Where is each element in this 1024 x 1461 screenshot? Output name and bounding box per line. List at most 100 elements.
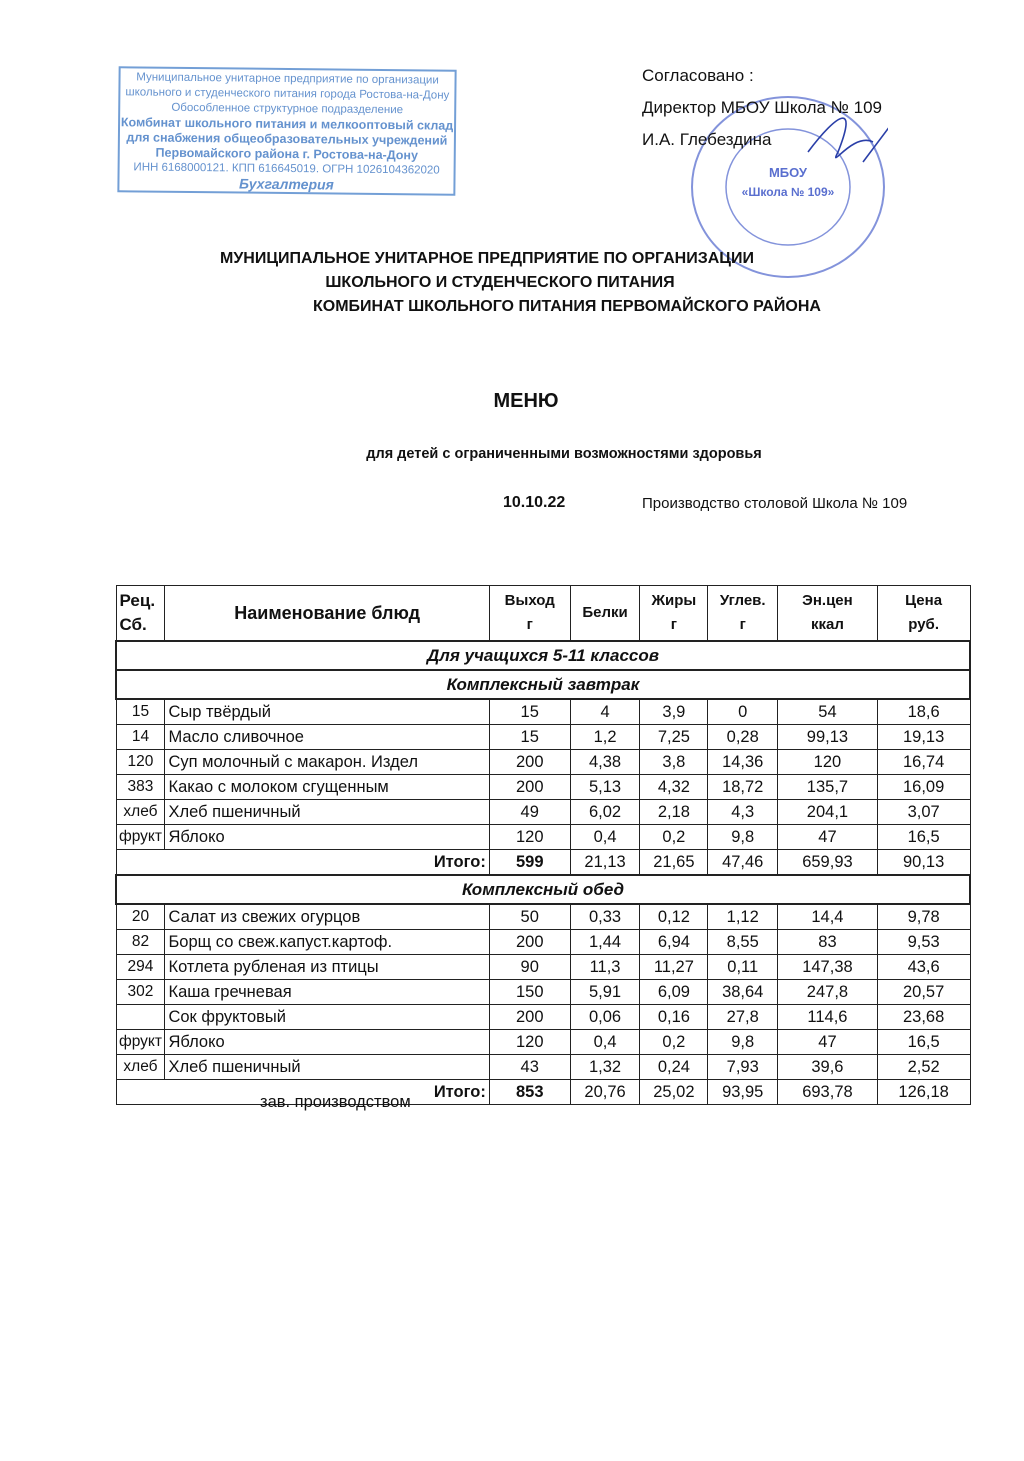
column-header-text: г: [739, 616, 746, 633]
menu-date: 10.10.22: [503, 494, 566, 511]
table-cell: 20: [115, 903, 166, 930]
approval-name: И.А. Глебездина: [642, 130, 772, 149]
table-cell: Хлеб пшеничный: [164, 799, 490, 825]
table-cell: 4,32: [639, 774, 709, 800]
total-cell: 93,95: [707, 1079, 779, 1105]
approval-block: Согласовано : Директор МБОУ Школа № 109 …: [642, 60, 882, 156]
table-cell: хлеб: [115, 799, 166, 825]
table-cell: 200: [488, 774, 571, 800]
table-cell: 247,8: [777, 979, 878, 1005]
total-cell: 25,02: [639, 1079, 709, 1105]
seal-text: «Школа № 109»: [742, 185, 835, 199]
table-row: фрукт Яблоко 120 0,4 0,2 9,8 47 16,5: [115, 824, 971, 850]
table-cell: 2,52: [876, 1054, 971, 1080]
table-cell: 50: [488, 903, 571, 930]
table-cell: 11,3: [569, 954, 641, 980]
column-header: Наименование блюд: [164, 585, 490, 642]
total-row: Итого: 599 21,13 21,65 47,46 659,93 90,13: [115, 849, 971, 876]
approval-label: Согласовано :: [642, 66, 754, 85]
table-cell: 147,38: [777, 954, 878, 980]
table-cell: 82: [115, 929, 166, 955]
table-cell: 16,5: [876, 1029, 971, 1055]
table-row: хлеб Хлеб пшеничный 49 6,02 2,18 4,3 204,1 3,07: [115, 799, 971, 825]
seal-text: МБОУ: [769, 165, 808, 180]
table-header-row: Рец. Сб. Наименование блюд Выход г Белки Жиры г…: [115, 585, 971, 642]
table-cell: 47: [777, 824, 878, 850]
table-cell: 14,36: [707, 749, 779, 775]
column-header-text: Эн.цен: [802, 592, 853, 609]
table-row: 294 Котлета рубленая из птицы 90 11,3 11,27 0…: [115, 954, 971, 980]
approval-position: Директор МБОУ Школа № 109: [642, 98, 882, 117]
table-cell: 18,6: [876, 698, 971, 725]
table-cell: 1,2: [569, 724, 641, 750]
table-cell: 1,44: [569, 929, 641, 955]
accounting-stamp: Муниципальное унитарное предприятие по о…: [117, 66, 457, 196]
table-cell: 7,93: [707, 1054, 779, 1080]
table-cell: 38,64: [707, 979, 779, 1005]
table-cell: фрукт: [115, 1029, 166, 1055]
column-header-text: г: [526, 616, 533, 633]
section-heading: Комплексный обед: [115, 874, 971, 905]
total-cell: 47,46: [707, 849, 779, 876]
table-cell: 15: [115, 698, 166, 725]
subtitle: для детей с ограниченными возможностями …: [366, 446, 762, 462]
table-cell: 114,6: [777, 1004, 878, 1030]
table-cell: 5,91: [569, 979, 641, 1005]
column-header-text: Углев.: [719, 592, 766, 609]
table-cell: 0,06: [569, 1004, 641, 1030]
column-header: Углев. г: [707, 585, 779, 642]
org-line-2: ШКОЛЬНОГО И СТУДЕНЧЕСКОГО ПИТАНИЯ: [325, 274, 675, 291]
total-row: Итого: 853 20,76 25,02 93,95 693,78 126,18: [115, 1079, 971, 1105]
column-header-text: г: [670, 616, 677, 633]
table-row: 383 Какао с молоком сгущенным 200 5,13 4,32 1…: [115, 774, 971, 800]
table-cell: 3,9: [639, 698, 709, 725]
table-cell: 7,25: [639, 724, 709, 750]
table-cell: 6,94: [639, 929, 709, 955]
section-heading-label: Комплексный завтрак: [115, 669, 971, 700]
table-row: 20 Салат из свежих огурцов 50 0,33 0,12 1,12 1…: [115, 903, 971, 930]
table-cell: 16,74: [876, 749, 971, 775]
table-cell: 15: [488, 698, 571, 725]
table-cell: 120: [488, 1029, 571, 1055]
round-seal: МБОУ «Школа № 109»: [691, 96, 888, 278]
table-row: 120 Суп молочный с макарон. Издел 200 4,38 3…: [115, 749, 971, 775]
table-row: фрукт Яблоко 120 0,4 0,2 9,8 47 16,5: [115, 1029, 971, 1055]
table-cell: 47: [777, 1029, 878, 1055]
table-cell: Яблоко: [164, 824, 490, 850]
table-cell: 5,13: [569, 774, 641, 800]
table-cell: 39,6: [777, 1054, 878, 1080]
table-cell: 204,1: [777, 799, 878, 825]
column-header-text: ккал: [811, 616, 844, 633]
table-cell: 14: [115, 724, 166, 750]
table-cell: 200: [488, 1004, 571, 1030]
table-cell: фрукт: [115, 824, 166, 850]
signature: [807, 117, 888, 163]
column-header: Жиры г: [639, 585, 709, 642]
table-cell: 2,18: [639, 799, 709, 825]
table-cell: Борщ со свеж.капуст.картоф.: [164, 929, 490, 955]
table-cell: 120: [115, 749, 166, 775]
total-cell: 853: [488, 1079, 571, 1105]
table-cell: 383: [115, 774, 166, 800]
table-cell: 0,4: [569, 1029, 641, 1055]
table-cell: 4: [569, 698, 641, 725]
table-cell: 9,53: [876, 929, 971, 955]
total-label: Итого:: [115, 849, 490, 876]
table-cell: 43: [488, 1054, 571, 1080]
table-cell: 15: [488, 724, 571, 750]
total-cell: 659,93: [777, 849, 878, 876]
table-cell: 54: [777, 698, 878, 725]
table-cell: 4,3: [707, 799, 779, 825]
table-cell: 90: [488, 954, 571, 980]
table-cell: 83: [777, 929, 878, 955]
table-cell: 9,8: [707, 1029, 779, 1055]
table-cell: Салат из свежих огурцов: [164, 903, 490, 930]
table-cell: Масло сливочное: [164, 724, 490, 750]
table-cell: Сыр твёрдый: [164, 698, 490, 725]
production-site: Производство столовой Школа № 109: [642, 495, 908, 512]
table-cell: 200: [488, 929, 571, 955]
table-cell: Котлета рубленая из птицы: [164, 954, 490, 980]
table-cell: 11,27: [639, 954, 709, 980]
total-cell: 599: [488, 849, 571, 876]
table-cell: 302: [115, 979, 166, 1005]
